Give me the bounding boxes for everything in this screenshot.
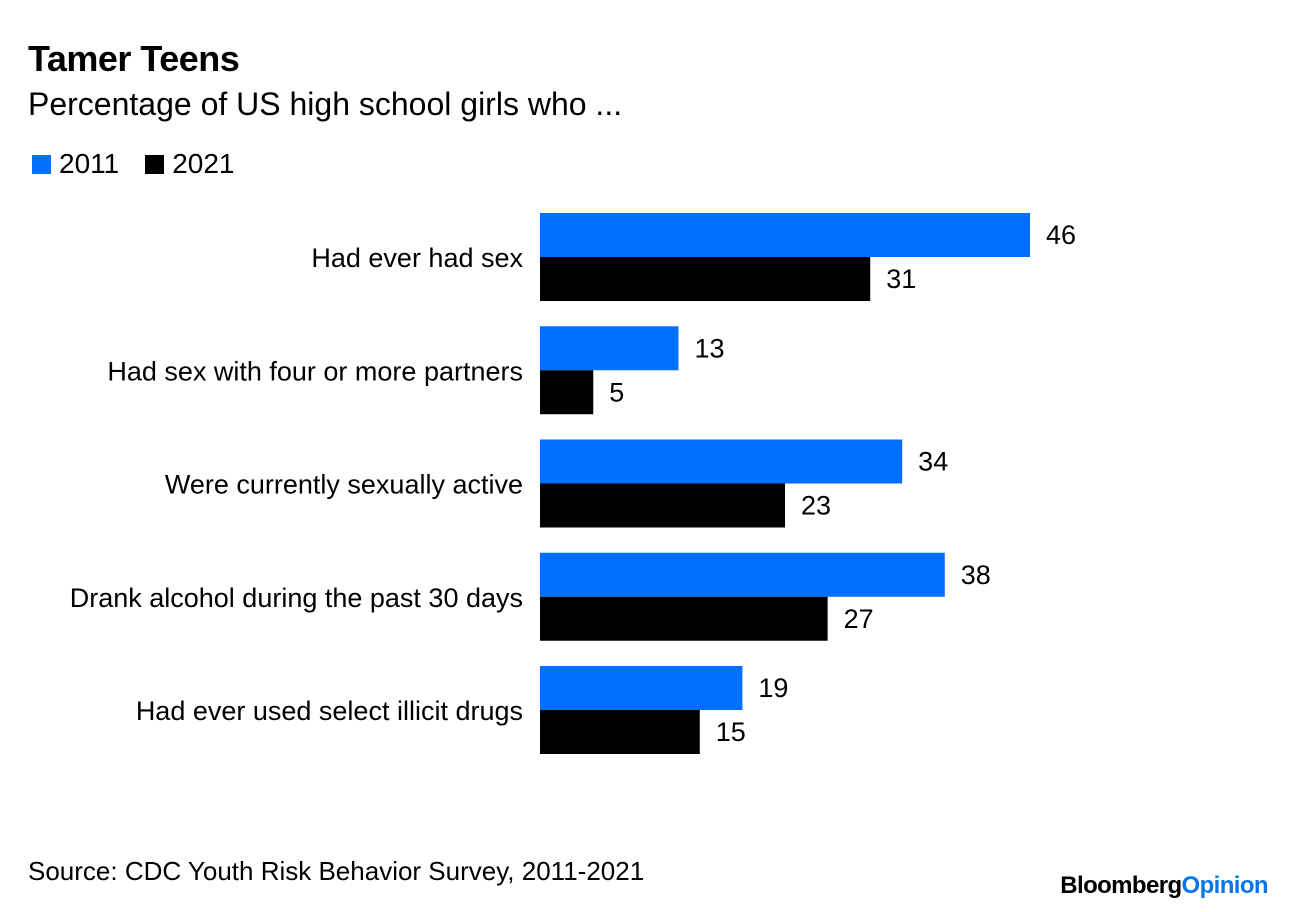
value-label-drank-alcohol-during-the-past-30-days-2021: 27 xyxy=(844,604,874,634)
value-label-had-sex-with-four-or-more-partners-2011: 13 xyxy=(694,333,724,363)
value-label-had-ever-used-select-illicit-drugs-2011: 19 xyxy=(758,673,788,703)
bar-had-ever-used-select-illicit-drugs-2011 xyxy=(540,666,743,710)
bar-had-ever-used-select-illicit-drugs-2021 xyxy=(540,710,700,754)
logo-brand: Bloomberg xyxy=(1060,872,1182,899)
legend-item-2021: 2021 xyxy=(145,148,235,180)
bar-were-currently-sexually-active-2021 xyxy=(540,483,785,528)
category-label-had-sex-with-four-or-more-partners: Had sex with four or more partners xyxy=(107,356,523,386)
legend-swatch-2021 xyxy=(145,154,165,174)
legend-label-2011: 2011 xyxy=(59,148,120,179)
logo-accent: Opinion xyxy=(1181,872,1269,899)
legend-item-2011: 2011 xyxy=(32,148,119,180)
category-label-drank-alcohol-during-the-past-30-days: Drank alcohol during the past 30 days xyxy=(70,583,523,613)
value-label-had-ever-had-sex-2021: 31 xyxy=(886,264,916,294)
value-label-had-ever-had-sex-2011: 46 xyxy=(1046,220,1076,250)
value-label-were-currently-sexually-active-2021: 23 xyxy=(801,491,831,521)
bar-had-ever-had-sex-2011 xyxy=(540,213,1030,257)
bar-had-sex-with-four-or-more-partners-2021 xyxy=(540,370,594,415)
value-label-had-ever-used-select-illicit-drugs-2021: 15 xyxy=(716,717,746,747)
bar-had-sex-with-four-or-more-partners-2011 xyxy=(540,326,679,371)
bar-drank-alcohol-during-the-past-30-days-2021 xyxy=(540,596,828,641)
chart-title: Tamer Teens xyxy=(28,38,240,79)
legend: 2011 2021 xyxy=(32,148,261,180)
category-label-were-currently-sexually-active: Were currently sexually active xyxy=(165,470,523,500)
source-note: Source: CDC Youth Risk Behavior Survey, … xyxy=(28,856,645,886)
bar-drank-alcohol-during-the-past-30-days-2011 xyxy=(540,552,945,597)
bar-had-ever-had-sex-2021 xyxy=(540,257,871,301)
legend-swatch-2011 xyxy=(32,154,51,174)
value-label-had-sex-with-four-or-more-partners-2021: 5 xyxy=(609,377,624,407)
legend-label-2021: 2021 xyxy=(172,148,235,179)
chart-subtitle: Percentage of US high school girls who .… xyxy=(28,86,623,122)
category-label-had-ever-had-sex: Had ever had sex xyxy=(311,243,523,273)
category-label-had-ever-used-select-illicit-drugs: Had ever used select illicit drugs xyxy=(136,696,523,726)
value-label-drank-alcohol-during-the-past-30-days-2011: 38 xyxy=(961,560,991,590)
value-label-were-currently-sexually-active-2011: 34 xyxy=(918,447,948,477)
bar-were-currently-sexually-active-2011 xyxy=(540,439,903,484)
bloomberg-opinion-logo: BloombergOpinion xyxy=(1060,872,1268,900)
